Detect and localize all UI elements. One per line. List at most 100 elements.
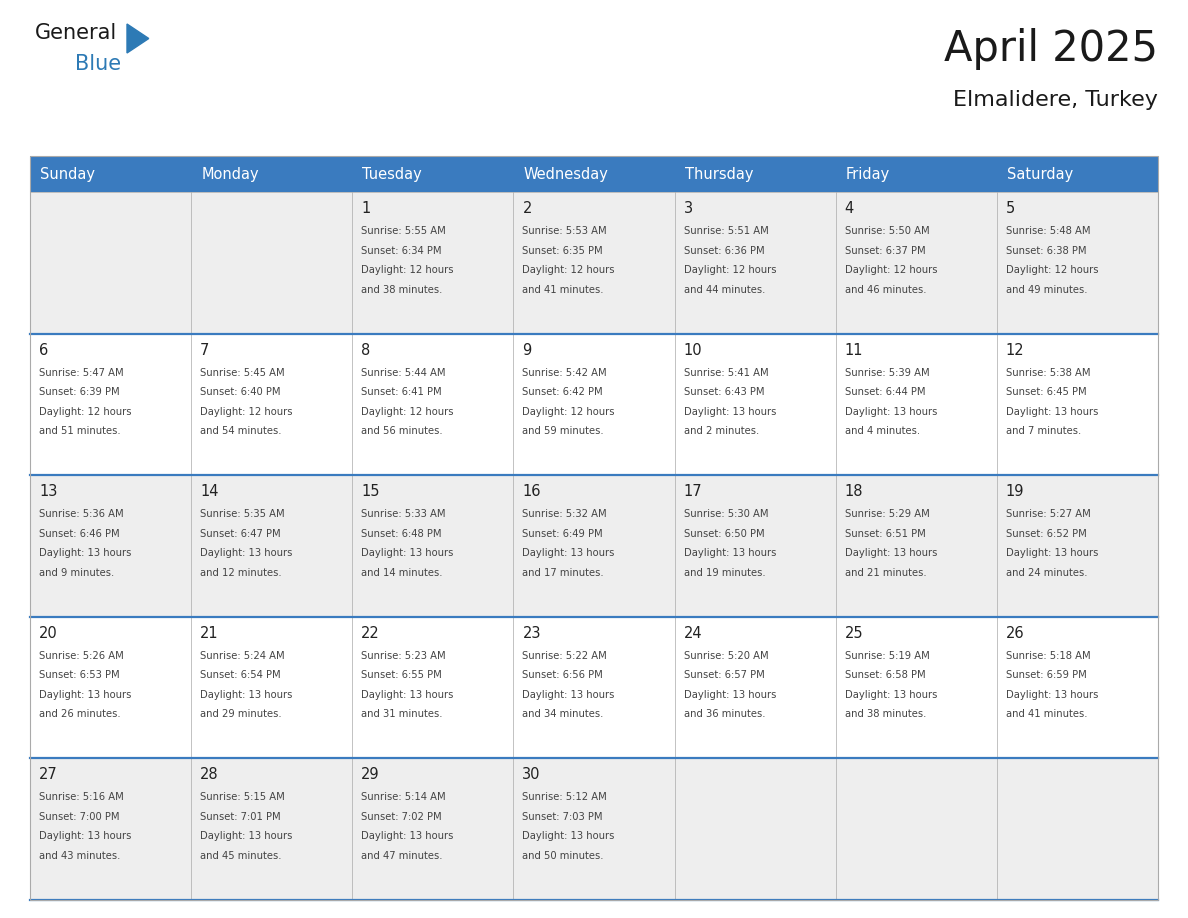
Bar: [513, 333, 675, 476]
Text: Sunset: 6:35 PM: Sunset: 6:35 PM: [523, 245, 604, 255]
Text: 18: 18: [845, 484, 864, 499]
Bar: [513, 758, 675, 900]
Text: 26: 26: [1006, 626, 1024, 641]
Text: Sunset: 6:46 PM: Sunset: 6:46 PM: [39, 529, 120, 539]
Text: Sunrise: 5:47 AM: Sunrise: 5:47 AM: [39, 367, 124, 377]
Text: Monday: Monday: [201, 166, 259, 182]
Text: 22: 22: [361, 626, 380, 641]
Text: Daylight: 13 hours: Daylight: 13 hours: [683, 689, 776, 700]
Text: Sunset: 6:47 PM: Sunset: 6:47 PM: [200, 529, 280, 539]
Text: Sunset: 7:01 PM: Sunset: 7:01 PM: [200, 812, 280, 822]
Bar: [353, 617, 513, 758]
Text: Sunrise: 5:35 AM: Sunrise: 5:35 AM: [200, 509, 285, 520]
Text: Daylight: 13 hours: Daylight: 13 hours: [39, 548, 132, 558]
Text: Sunset: 6:57 PM: Sunset: 6:57 PM: [683, 670, 764, 680]
Text: 12: 12: [1006, 342, 1024, 358]
Bar: [191, 156, 353, 192]
Text: Sunrise: 5:51 AM: Sunrise: 5:51 AM: [683, 226, 769, 236]
Text: and 19 minutes.: and 19 minutes.: [683, 567, 765, 577]
Text: Sunset: 7:02 PM: Sunset: 7:02 PM: [361, 812, 442, 822]
Text: Daylight: 13 hours: Daylight: 13 hours: [523, 689, 615, 700]
Text: Sunrise: 5:23 AM: Sunrise: 5:23 AM: [361, 651, 446, 661]
Bar: [30, 156, 191, 192]
Text: Daylight: 13 hours: Daylight: 13 hours: [361, 689, 454, 700]
Text: Sunrise: 5:30 AM: Sunrise: 5:30 AM: [683, 509, 769, 520]
Text: Sunset: 6:41 PM: Sunset: 6:41 PM: [361, 387, 442, 397]
Text: Sunset: 6:55 PM: Sunset: 6:55 PM: [361, 670, 442, 680]
Text: 3: 3: [683, 201, 693, 216]
Text: and 2 minutes.: and 2 minutes.: [683, 426, 759, 436]
Bar: [353, 333, 513, 476]
Bar: [191, 617, 353, 758]
Text: 24: 24: [683, 626, 702, 641]
Text: Sunrise: 5:50 AM: Sunrise: 5:50 AM: [845, 226, 929, 236]
Bar: [835, 156, 997, 192]
Text: Sunrise: 5:14 AM: Sunrise: 5:14 AM: [361, 792, 446, 802]
Text: Sunrise: 5:29 AM: Sunrise: 5:29 AM: [845, 509, 929, 520]
Bar: [997, 758, 1158, 900]
Text: Daylight: 13 hours: Daylight: 13 hours: [361, 548, 454, 558]
Text: Sunrise: 5:26 AM: Sunrise: 5:26 AM: [39, 651, 124, 661]
Text: Sunrise: 5:55 AM: Sunrise: 5:55 AM: [361, 226, 446, 236]
Bar: [30, 192, 191, 333]
Text: Daylight: 13 hours: Daylight: 13 hours: [361, 832, 454, 842]
Text: and 17 minutes.: and 17 minutes.: [523, 567, 604, 577]
Text: and 12 minutes.: and 12 minutes.: [200, 567, 282, 577]
Text: Sunset: 7:03 PM: Sunset: 7:03 PM: [523, 812, 604, 822]
Text: 23: 23: [523, 626, 541, 641]
Text: Sunset: 6:44 PM: Sunset: 6:44 PM: [845, 387, 925, 397]
Text: 13: 13: [39, 484, 57, 499]
Text: 15: 15: [361, 484, 380, 499]
Text: Wednesday: Wednesday: [524, 166, 608, 182]
Text: 20: 20: [39, 626, 58, 641]
Bar: [675, 192, 835, 333]
Text: Sunrise: 5:18 AM: Sunrise: 5:18 AM: [1006, 651, 1091, 661]
Text: 9: 9: [523, 342, 532, 358]
Text: Daylight: 13 hours: Daylight: 13 hours: [1006, 689, 1098, 700]
Text: and 50 minutes.: and 50 minutes.: [523, 851, 604, 861]
Text: Sunset: 6:39 PM: Sunset: 6:39 PM: [39, 387, 120, 397]
Text: Sunrise: 5:45 AM: Sunrise: 5:45 AM: [200, 367, 285, 377]
Text: Sunset: 6:51 PM: Sunset: 6:51 PM: [845, 529, 925, 539]
Bar: [191, 192, 353, 333]
Text: Daylight: 13 hours: Daylight: 13 hours: [200, 548, 292, 558]
Bar: [997, 617, 1158, 758]
Text: Daylight: 13 hours: Daylight: 13 hours: [523, 832, 615, 842]
Text: Sunset: 6:54 PM: Sunset: 6:54 PM: [200, 670, 280, 680]
Text: and 38 minutes.: and 38 minutes.: [845, 710, 927, 720]
Text: Sunset: 6:40 PM: Sunset: 6:40 PM: [200, 387, 280, 397]
Text: Sunrise: 5:41 AM: Sunrise: 5:41 AM: [683, 367, 769, 377]
Text: and 47 minutes.: and 47 minutes.: [361, 851, 443, 861]
Text: 16: 16: [523, 484, 541, 499]
Text: Daylight: 13 hours: Daylight: 13 hours: [39, 689, 132, 700]
Text: Sunrise: 5:20 AM: Sunrise: 5:20 AM: [683, 651, 769, 661]
Bar: [675, 758, 835, 900]
Text: and 24 minutes.: and 24 minutes.: [1006, 567, 1087, 577]
Text: Daylight: 12 hours: Daylight: 12 hours: [361, 407, 454, 417]
Text: Daylight: 13 hours: Daylight: 13 hours: [845, 407, 937, 417]
Text: Sunrise: 5:39 AM: Sunrise: 5:39 AM: [845, 367, 929, 377]
Text: and 29 minutes.: and 29 minutes.: [200, 710, 282, 720]
Bar: [835, 617, 997, 758]
Text: Sunset: 6:45 PM: Sunset: 6:45 PM: [1006, 387, 1087, 397]
Text: and 4 minutes.: and 4 minutes.: [845, 426, 920, 436]
Bar: [997, 333, 1158, 476]
Bar: [30, 333, 191, 476]
Text: 30: 30: [523, 767, 541, 782]
Bar: [30, 617, 191, 758]
Text: 29: 29: [361, 767, 380, 782]
Text: Sunset: 6:48 PM: Sunset: 6:48 PM: [361, 529, 442, 539]
Text: Saturday: Saturday: [1007, 166, 1073, 182]
Text: Thursday: Thursday: [684, 166, 753, 182]
Bar: [30, 156, 1158, 900]
Text: Daylight: 12 hours: Daylight: 12 hours: [39, 407, 132, 417]
Bar: [353, 192, 513, 333]
Text: Sunrise: 5:12 AM: Sunrise: 5:12 AM: [523, 792, 607, 802]
Text: Daylight: 13 hours: Daylight: 13 hours: [845, 548, 937, 558]
Bar: [513, 156, 675, 192]
Bar: [191, 476, 353, 617]
Bar: [513, 476, 675, 617]
Text: Sunset: 6:59 PM: Sunset: 6:59 PM: [1006, 670, 1087, 680]
Text: Sunrise: 5:32 AM: Sunrise: 5:32 AM: [523, 509, 607, 520]
Bar: [191, 758, 353, 900]
